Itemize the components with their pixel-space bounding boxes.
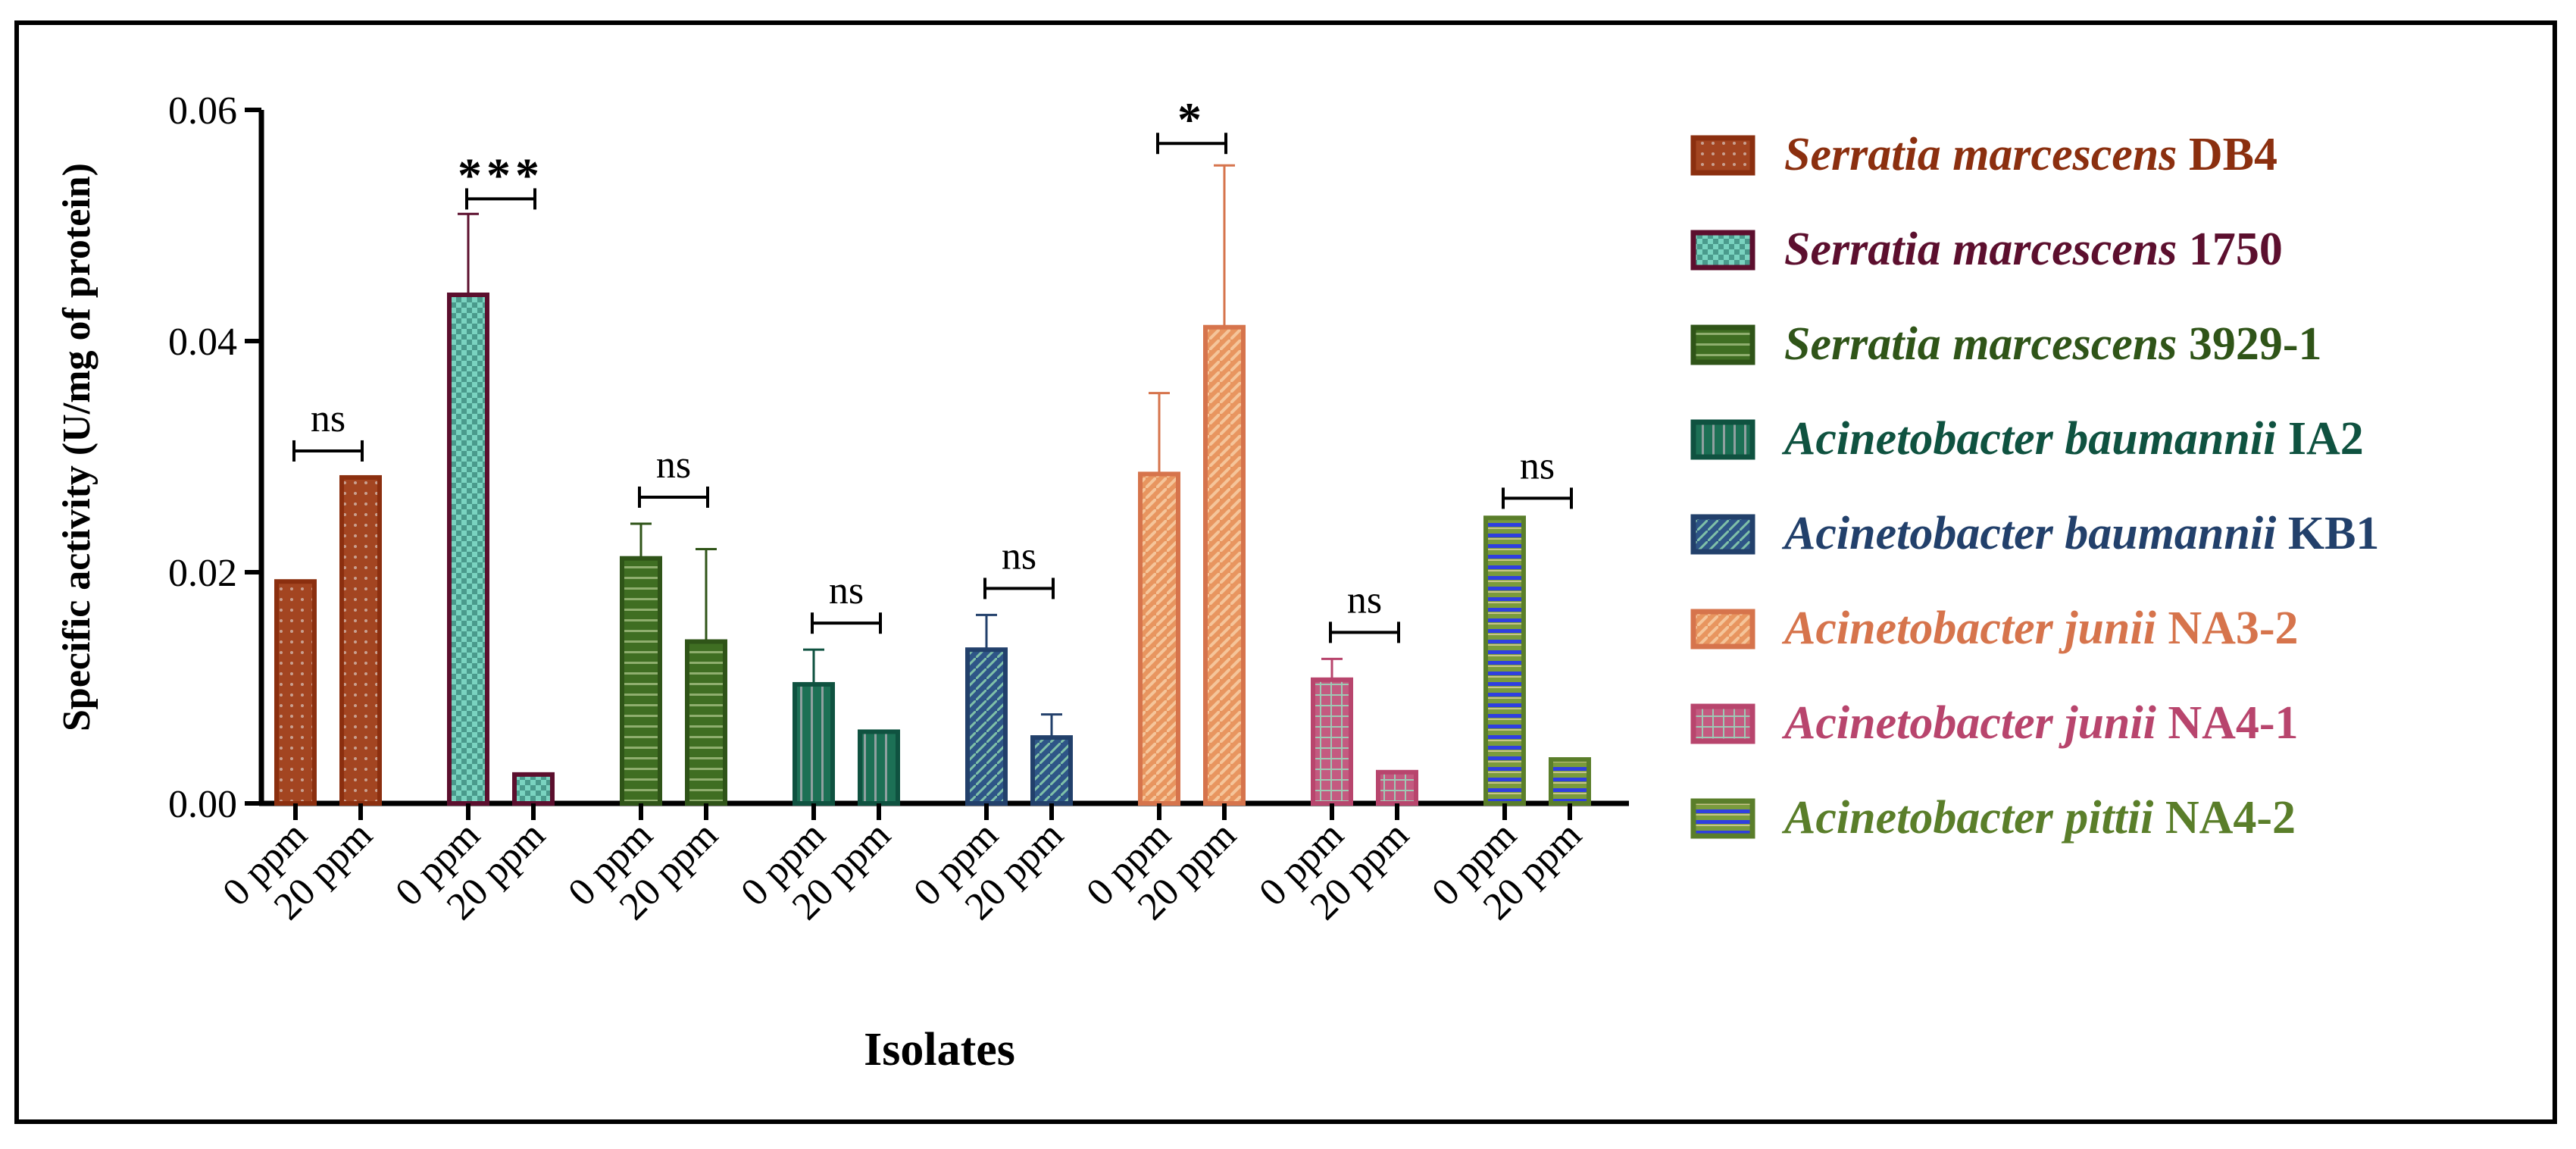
bar-db4-0ppm: [274, 579, 317, 806]
bar-1750-0ppm: [447, 293, 489, 806]
y-tick-label: 0.00: [168, 783, 237, 826]
legend-swatch: [1690, 230, 1755, 271]
bars: ns *** ns ns ns * ns ns: [274, 92, 1591, 806]
legend-code: NA4-2: [2153, 792, 2296, 844]
legend-swatch: [1690, 135, 1755, 176]
legend-code: IA2: [2276, 413, 2363, 465]
legend-entry: Serratia marcescens DB4: [1784, 129, 2277, 180]
bar-3929-1-20ppm: [685, 639, 727, 806]
significance-label: *: [1177, 92, 1206, 146]
bar-na3-2-20ppm: [1203, 324, 1246, 806]
bar-na4-1-0ppm: [1311, 677, 1353, 806]
legend-code: NA4-1: [2156, 697, 2299, 749]
legend-strain: Acinetobacter junii: [1781, 697, 2156, 749]
legend-code: DB4: [2177, 129, 2277, 180]
legend-entry: Serratia marcescens 3929-1: [1784, 318, 2322, 370]
legend-entry: Acinetobacter baumannii IA2: [1781, 413, 2364, 465]
significance-label: ns: [656, 443, 691, 487]
bar-na3-2-0ppm: [1138, 471, 1180, 806]
significance-label: ns: [1002, 534, 1036, 578]
legend-strain: Serratia marcescens: [1784, 318, 2177, 370]
legend-strain: Serratia marcescens: [1784, 129, 2177, 180]
legend-entry: Acinetobacter pittii NA4-2: [1781, 792, 2296, 844]
legend-code: NA3-2: [2156, 603, 2299, 654]
bar-kb1-20ppm: [1030, 735, 1073, 806]
legend-swatch: [1690, 798, 1755, 839]
legend-strain: Acinetobacter baumannii: [1781, 508, 2276, 559]
bar-na4-1-20ppm: [1376, 769, 1418, 806]
y-axis-label: Specific activity (U/mg of protein): [55, 163, 98, 731]
bar-na4-2-20ppm: [1549, 757, 1591, 806]
legend-swatch: [1690, 419, 1755, 460]
y-tick-label: 0.06: [168, 89, 237, 133]
significance-label: ns: [1520, 444, 1555, 487]
legend-strain: Acinetobacter pittii: [1781, 792, 2153, 844]
legend-swatch: [1690, 324, 1755, 365]
bar-3929-1-0ppm: [620, 556, 662, 806]
bar-db4-20ppm: [339, 474, 382, 806]
bar-na4-2-0ppm: [1483, 515, 1526, 806]
legend-swatch: [1690, 703, 1755, 744]
bar-1750-20ppm: [512, 772, 555, 806]
legend-code: 1750: [2177, 224, 2283, 275]
legend-code: 3929-1: [2177, 318, 2321, 370]
y-tick-label: 0.04: [168, 321, 237, 364]
bar-ia2-0ppm: [792, 681, 835, 806]
legend-code: KB1: [2276, 508, 2379, 559]
legend-strain: Acinetobacter junii: [1781, 603, 2156, 654]
axes: 0.00 0.02 0.04 0.06: [168, 89, 1629, 826]
y-tick-label: 0.02: [168, 552, 237, 595]
bar-ia2-20ppm: [858, 729, 900, 806]
legend-entry: Acinetobacter junii NA4-1: [1781, 697, 2299, 749]
legend-entry: Acinetobacter baumannii KB1: [1781, 508, 2379, 559]
significance-label: ***: [458, 148, 544, 202]
legend-strain: Acinetobacter baumannii: [1781, 413, 2276, 465]
legend-entry: Serratia marcescens 1750: [1784, 224, 2283, 275]
x-axis-label: Isolates: [864, 1024, 1015, 1075]
figure-border: [14, 20, 2557, 1124]
significance-label: ns: [1347, 578, 1382, 621]
legend-swatch: [1690, 609, 1755, 650]
bar-kb1-0ppm: [965, 647, 1008, 806]
legend-swatch: [1690, 514, 1755, 555]
significance-label: ns: [829, 569, 864, 612]
significance-label: ns: [311, 397, 345, 440]
legend-entry: Acinetobacter junii NA3-2: [1781, 603, 2299, 654]
legend-strain: Serratia marcescens: [1784, 224, 2177, 275]
